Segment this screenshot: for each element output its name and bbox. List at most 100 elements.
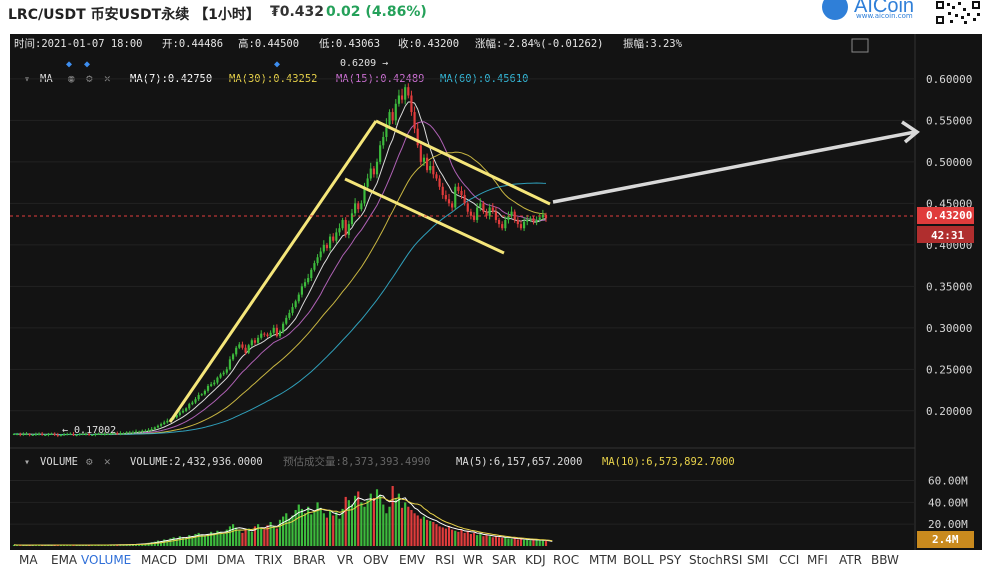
volume-bar: [432, 522, 435, 546]
tab-kdj[interactable]: KDJ: [525, 553, 546, 567]
candle-body: [37, 434, 41, 436]
candle-body: [419, 145, 422, 162]
candle-body: [50, 434, 53, 436]
volume-bar: [213, 532, 216, 546]
candle-body: [275, 327, 278, 337]
volume-bar: [538, 540, 541, 546]
volume-bar: [388, 506, 391, 546]
volume-bar: [416, 515, 419, 546]
tab-stochrsi[interactable]: StochRSI: [689, 553, 743, 567]
collapse-arrow-icon[interactable]: ▾: [24, 457, 30, 468]
candle-body: [432, 166, 435, 175]
tab-trix[interactable]: TRIX: [255, 553, 283, 567]
volume-bar: [544, 541, 548, 546]
volume-bar: [451, 529, 454, 546]
volume-bar: [59, 545, 63, 546]
trend-drawings[interactable]: [168, 119, 920, 423]
candle-body: [388, 112, 391, 125]
price-chart-svg[interactable]: 时间:2021-01-07 18:00 开:0.44486 高:0.44500 …: [10, 34, 982, 550]
volume-bar: [407, 506, 410, 546]
tab-rsi[interactable]: RSI: [435, 553, 455, 567]
ma15-line: [14, 121, 547, 435]
candle-body: [78, 434, 81, 436]
tab-dma[interactable]: DMA: [217, 553, 245, 567]
tab-emv[interactable]: EMV: [399, 553, 426, 567]
candle-body: [425, 157, 429, 171]
candle-body: [382, 136, 385, 146]
tab-macd[interactable]: MACD: [141, 553, 177, 567]
candle-body: [482, 203, 485, 212]
tab-sar[interactable]: SAR: [492, 553, 517, 567]
volume-bar: [210, 531, 213, 546]
volume-bar: [241, 532, 244, 546]
candle-body: [253, 340, 257, 343]
settings-icon[interactable]: ⚙: [86, 455, 93, 468]
countdown-tag: [917, 226, 974, 243]
tab-bbw[interactable]: BBW: [871, 553, 899, 567]
uptrend-line[interactable]: [168, 120, 378, 423]
candle-body: [235, 347, 238, 355]
candle-body: [510, 211, 513, 216]
tab-psy[interactable]: PSY: [659, 553, 682, 567]
close-icon[interactable]: ✕: [104, 455, 111, 468]
volume-bar: [244, 529, 247, 546]
candle-body: [488, 207, 491, 216]
tab-roc[interactable]: ROC: [553, 553, 580, 567]
candle-body: [407, 87, 410, 96]
tab-smi[interactable]: SMI: [747, 553, 769, 567]
last-price: ₮0.432: [270, 4, 325, 20]
tab-dmi[interactable]: DMI: [185, 553, 209, 567]
volume-bar: [463, 532, 466, 546]
candle-body: [22, 434, 25, 436]
volume-bar: [269, 522, 272, 546]
tab-wr[interactable]: WR: [463, 553, 484, 567]
event-marker-icon[interactable]: ◆: [66, 59, 72, 70]
candle-body: [163, 422, 166, 425]
candle-body: [291, 307, 294, 313]
tab-obv[interactable]: OBV: [363, 553, 389, 567]
flag-top-line[interactable]: [375, 119, 551, 206]
candle-body: [282, 323, 285, 332]
volume-bar: [413, 513, 416, 546]
candle-body: [41, 434, 44, 436]
event-marker-icon[interactable]: ◆: [274, 59, 280, 70]
tab-vr[interactable]: VR: [337, 553, 354, 567]
tab-cci[interactable]: CCI: [779, 553, 800, 567]
candle-body: [147, 429, 150, 431]
volume-bar: [476, 535, 479, 546]
volume-bar: [116, 544, 119, 546]
volume-bar: [282, 516, 285, 546]
collapse-arrow-icon[interactable]: ▾: [24, 74, 30, 85]
candle-body: [66, 434, 69, 436]
candle-body: [44, 434, 47, 436]
tab-boll[interactable]: BOLL: [623, 553, 654, 567]
logo-text: AICoin: [854, 0, 915, 17]
event-marker-icon[interactable]: ◆: [84, 59, 90, 70]
tab-brar[interactable]: BRAR: [293, 553, 326, 567]
tab-atr[interactable]: ATR: [839, 553, 862, 567]
fullscreen-icon[interactable]: [851, 38, 869, 53]
candle-body: [185, 408, 188, 411]
tab-volume[interactable]: VOLUME: [81, 553, 132, 567]
ma60-line: [14, 182, 547, 436]
tab-ema[interactable]: EMA: [51, 553, 78, 567]
volume-bar: [225, 529, 228, 546]
candle-body: [544, 214, 548, 219]
volume-bar: [360, 502, 363, 546]
volume-bar: [532, 539, 535, 546]
chart-area[interactable]: 时间:2021-01-07 18:00 开:0.44486 高:0.44500 …: [10, 34, 982, 550]
tab-mtm[interactable]: MTM: [589, 553, 618, 567]
volume-bar: [404, 502, 407, 546]
volume-bar: [294, 510, 297, 546]
candle-body: [285, 317, 288, 324]
tab-mfi[interactable]: MFI: [807, 553, 828, 567]
volume-bar: [37, 545, 41, 546]
tab-ma[interactable]: MA: [19, 553, 38, 567]
candle-body: [138, 431, 141, 433]
projection-arrow-line[interactable]: [552, 130, 916, 204]
candle-body: [535, 219, 538, 222]
volume-bar: [191, 536, 194, 546]
volume-tick-label: 60.00M: [928, 475, 968, 488]
volume-bar: [263, 529, 266, 546]
candle-body: [394, 103, 397, 121]
